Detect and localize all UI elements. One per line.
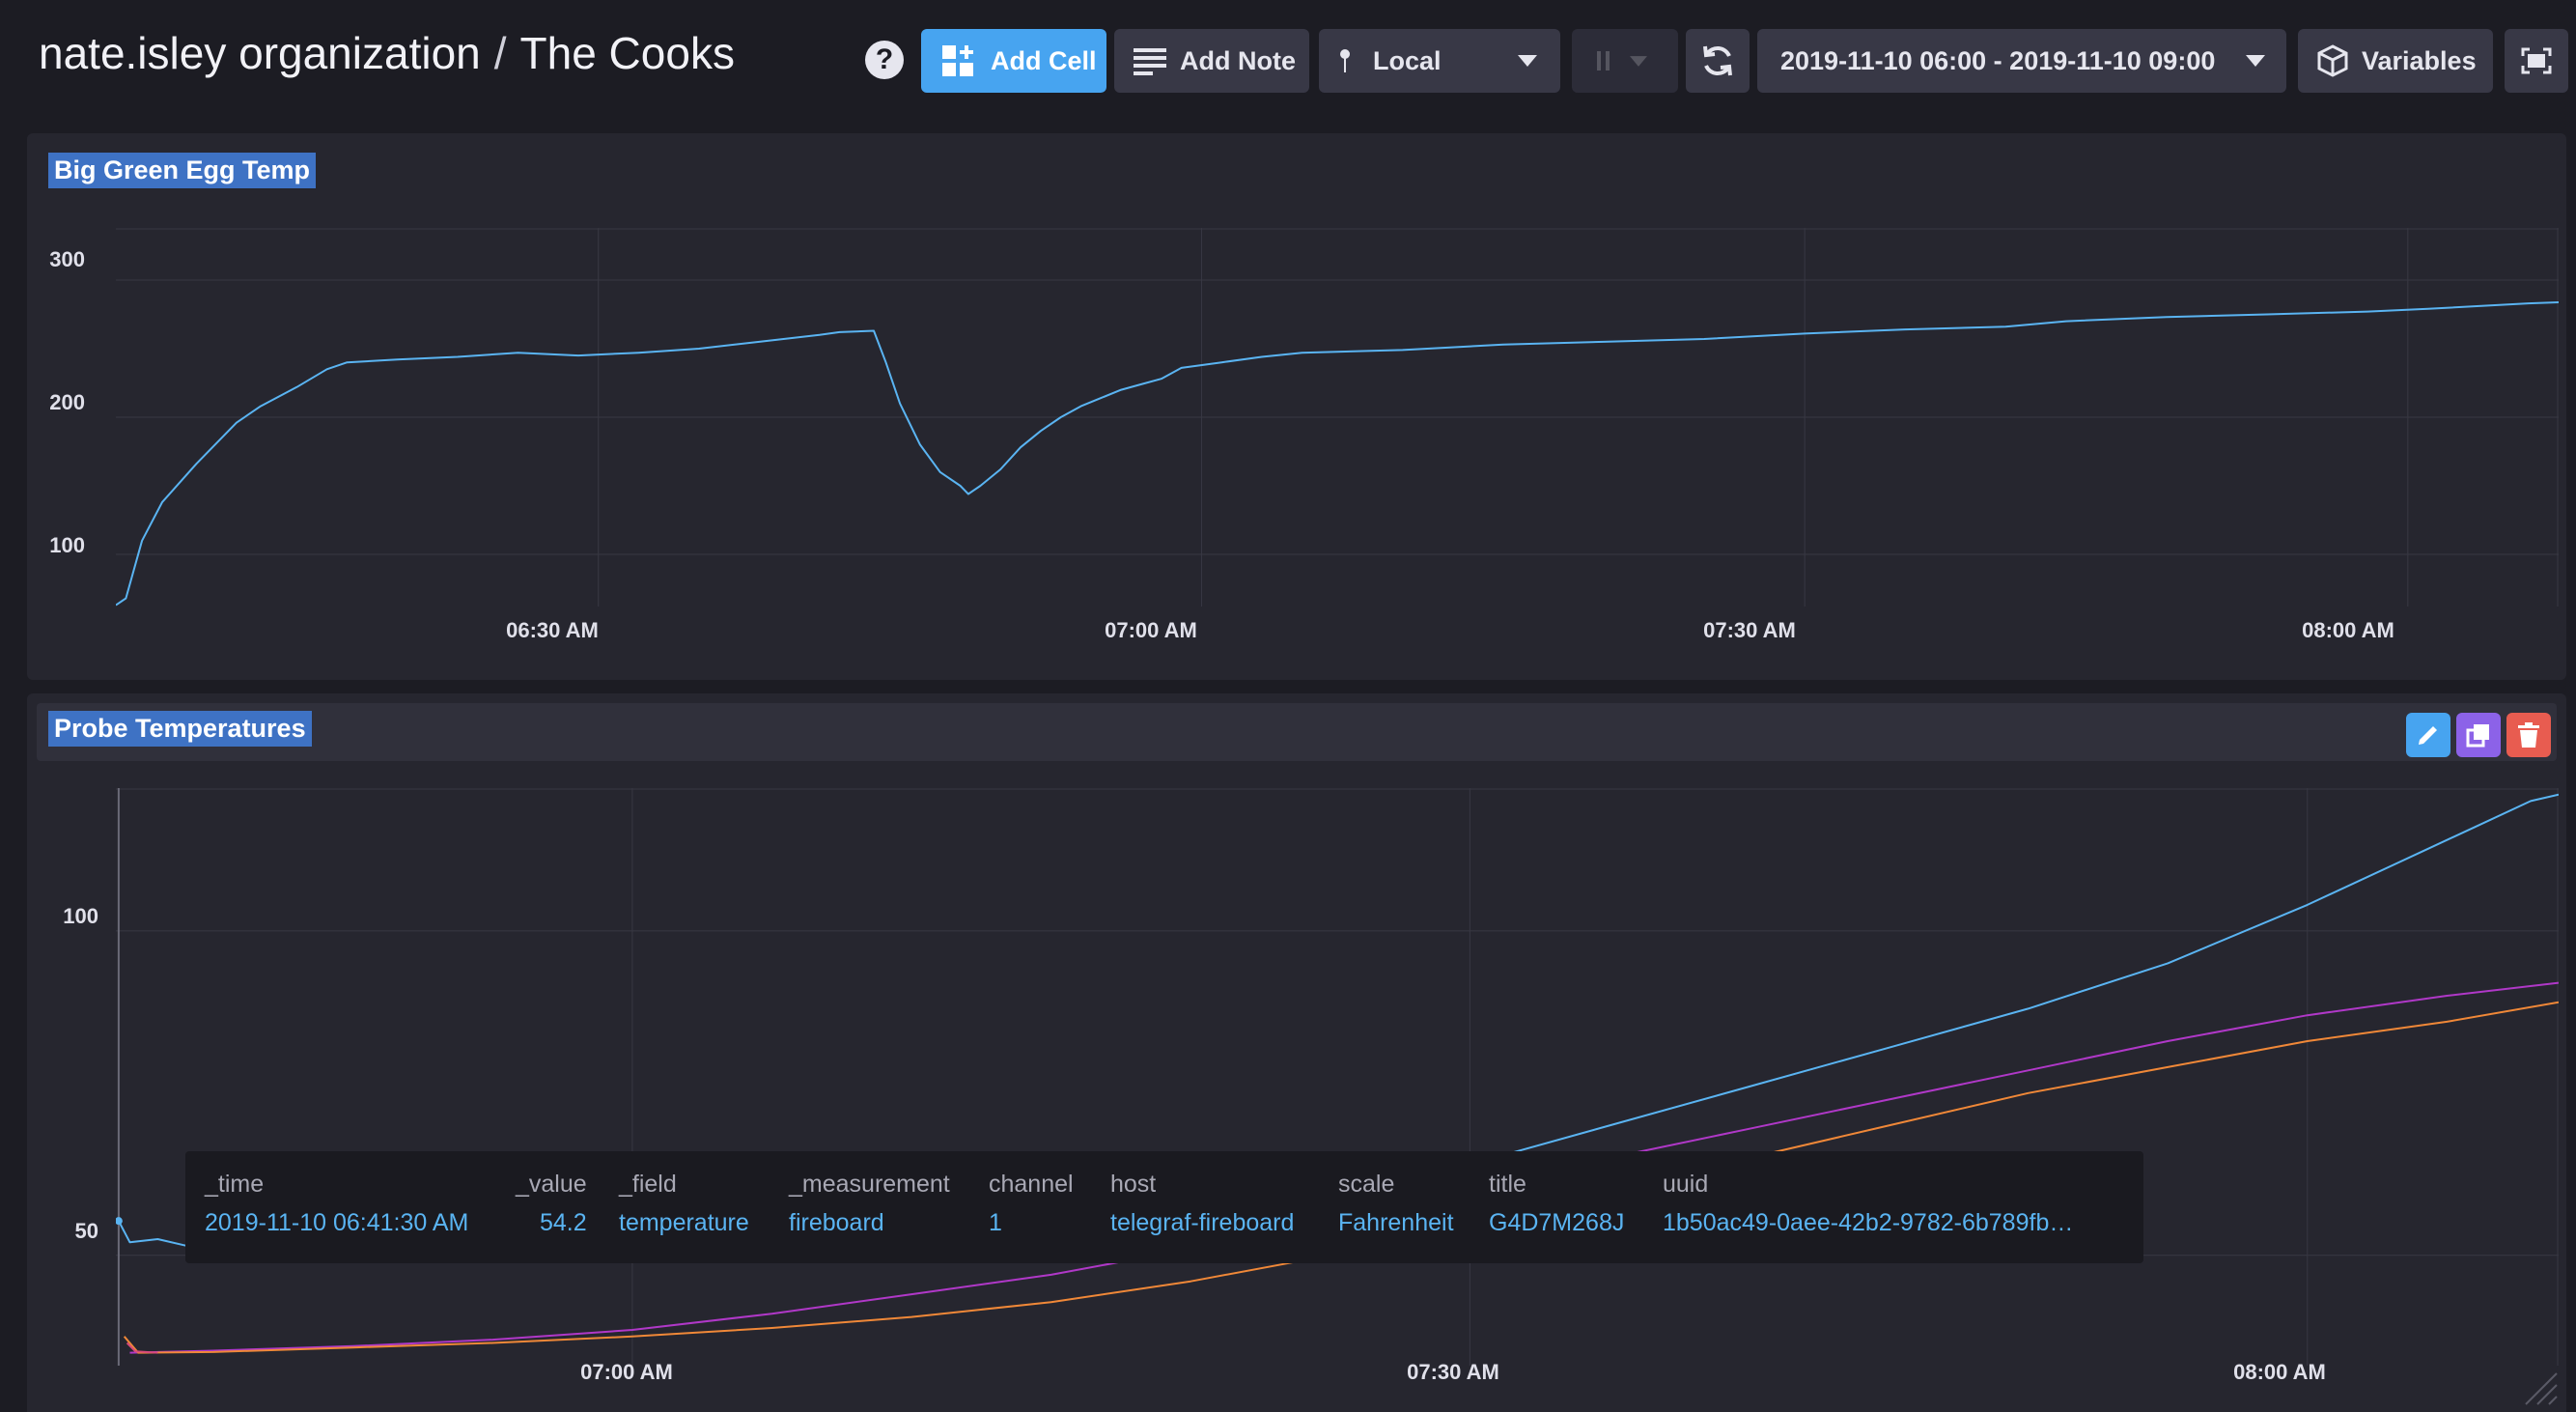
trash-icon bbox=[2518, 722, 2539, 748]
y-tick-label: 100 bbox=[49, 533, 85, 557]
clone-icon bbox=[2466, 724, 2489, 748]
timezone-label: Local bbox=[1373, 45, 1442, 75]
hover-point bbox=[116, 1217, 123, 1226]
breadcrumb-separator: / bbox=[493, 28, 507, 78]
tooltip-header: channel bbox=[989, 1171, 1074, 1198]
fullscreen-icon bbox=[2521, 47, 2552, 74]
series-line-0[interactable] bbox=[116, 244, 2559, 607]
cell-actions bbox=[2406, 713, 2551, 757]
cell-title[interactable]: Big Green Egg Temp bbox=[48, 153, 317, 188]
tooltip-header: _value bbox=[516, 1171, 587, 1198]
tooltip-header: _time bbox=[205, 1171, 265, 1198]
x-tick-label: 08:00 AM bbox=[2233, 1360, 2326, 1384]
variables-label: Variables bbox=[2362, 45, 2477, 75]
add-cell-icon bbox=[942, 45, 973, 76]
tooltip-value: telegraf-fireboard bbox=[1110, 1209, 1295, 1236]
refresh-icon bbox=[1703, 45, 1732, 76]
hover-tooltip: _time 2019-11-10 06:41:30 AM _value 54.2 _… bbox=[185, 1151, 2143, 1263]
tooltip-value: G4D7M268J bbox=[1489, 1209, 1625, 1236]
x-tick-label: 06:30 AM bbox=[506, 618, 599, 642]
tooltip-header: _field bbox=[619, 1171, 677, 1198]
timezone-dropdown[interactable]: Local bbox=[1319, 29, 1560, 93]
breadcrumb: nate.isley organization / The Cooks bbox=[39, 27, 735, 79]
add-cell-label: Add Cell bbox=[991, 45, 1097, 75]
add-note-button[interactable]: Add Note bbox=[1114, 29, 1309, 93]
chevron-down-icon bbox=[1518, 55, 1537, 67]
tooltip-value: 54.2 bbox=[540, 1209, 587, 1236]
tooltip-value: 1 bbox=[989, 1209, 1002, 1236]
autorefresh-dropdown[interactable] bbox=[1572, 29, 1678, 93]
x-tick-label: 07:30 AM bbox=[1407, 1360, 1499, 1384]
egg-temp-cell: Big Green Egg Temp 300 200 100 06:30 AM … bbox=[27, 133, 2566, 680]
clone-cell-button[interactable] bbox=[2456, 713, 2501, 757]
tooltip-value: fireboard bbox=[789, 1209, 884, 1236]
x-tick-label: 07:00 AM bbox=[580, 1360, 673, 1384]
time-range-label: 2019-11-10 06:00 - 2019-11-10 09:00 bbox=[1780, 45, 2216, 75]
pin-icon bbox=[1340, 49, 1350, 72]
edit-cell-button[interactable] bbox=[2406, 713, 2450, 757]
pause-icon bbox=[1597, 51, 1610, 71]
tooltip-value: 1b50ac49-0aee-42b2-9782-6b789fb… bbox=[1663, 1209, 2074, 1236]
cell-header-bar bbox=[37, 703, 2557, 761]
add-cell-button[interactable]: Add Cell bbox=[921, 29, 1106, 93]
y-tick-label: 200 bbox=[49, 390, 85, 414]
x-tick-label: 07:30 AM bbox=[1703, 618, 1796, 642]
add-note-label: Add Note bbox=[1180, 45, 1296, 75]
delete-cell-button[interactable] bbox=[2506, 713, 2551, 757]
tooltip-header: scale bbox=[1338, 1171, 1395, 1198]
cell-title[interactable]: Probe Temperatures bbox=[48, 711, 312, 747]
tooltip-value: 2019-11-10 06:41:30 AM bbox=[205, 1209, 469, 1236]
tooltip-value: temperature bbox=[619, 1209, 749, 1236]
note-icon bbox=[1134, 48, 1166, 75]
cube-icon bbox=[2317, 44, 2348, 77]
y-tick-label: 100 bbox=[63, 904, 98, 928]
probe-temp-plot[interactable] bbox=[116, 788, 2559, 1366]
dashboard-header: nate.isley organization / The Cooks ? Add … bbox=[0, 0, 2576, 118]
chevron-down-icon bbox=[2246, 55, 2265, 67]
help-button[interactable]: ? bbox=[865, 41, 904, 79]
probe-temp-cell: Probe Temperatures 100 50 07:00 AM 07:30… bbox=[27, 693, 2566, 1412]
refresh-button[interactable] bbox=[1686, 29, 1750, 93]
x-tick-label: 08:00 AM bbox=[2302, 618, 2394, 642]
tooltip-value: Fahrenheit bbox=[1338, 1209, 1454, 1236]
series-line-2[interactable] bbox=[123, 1001, 2559, 1354]
variables-button[interactable]: Variables bbox=[2298, 29, 2493, 93]
series-line-3[interactable] bbox=[126, 1341, 158, 1354]
tooltip-header: host bbox=[1110, 1171, 1157, 1198]
y-tick-label: 300 bbox=[49, 247, 85, 271]
pencil-icon bbox=[2419, 726, 2437, 745]
time-range-dropdown[interactable]: 2019-11-10 06:00 - 2019-11-10 09:00 bbox=[1757, 29, 2286, 93]
org-name[interactable]: nate.isley organization bbox=[39, 28, 481, 78]
chevron-down-icon bbox=[1630, 55, 1647, 67]
egg-temp-plot[interactable] bbox=[116, 228, 2559, 607]
tooltip-header: title bbox=[1489, 1171, 1526, 1198]
dashboard-title[interactable]: The Cooks bbox=[519, 28, 735, 78]
presentation-mode-button[interactable] bbox=[2505, 29, 2568, 93]
y-tick-label: 50 bbox=[74, 1219, 98, 1243]
tooltip-header: _measurement bbox=[789, 1171, 950, 1198]
x-tick-label: 07:00 AM bbox=[1105, 618, 1197, 642]
resize-handle-icon[interactable] bbox=[2520, 1368, 2559, 1406]
tooltip-header: uuid bbox=[1663, 1171, 1709, 1198]
